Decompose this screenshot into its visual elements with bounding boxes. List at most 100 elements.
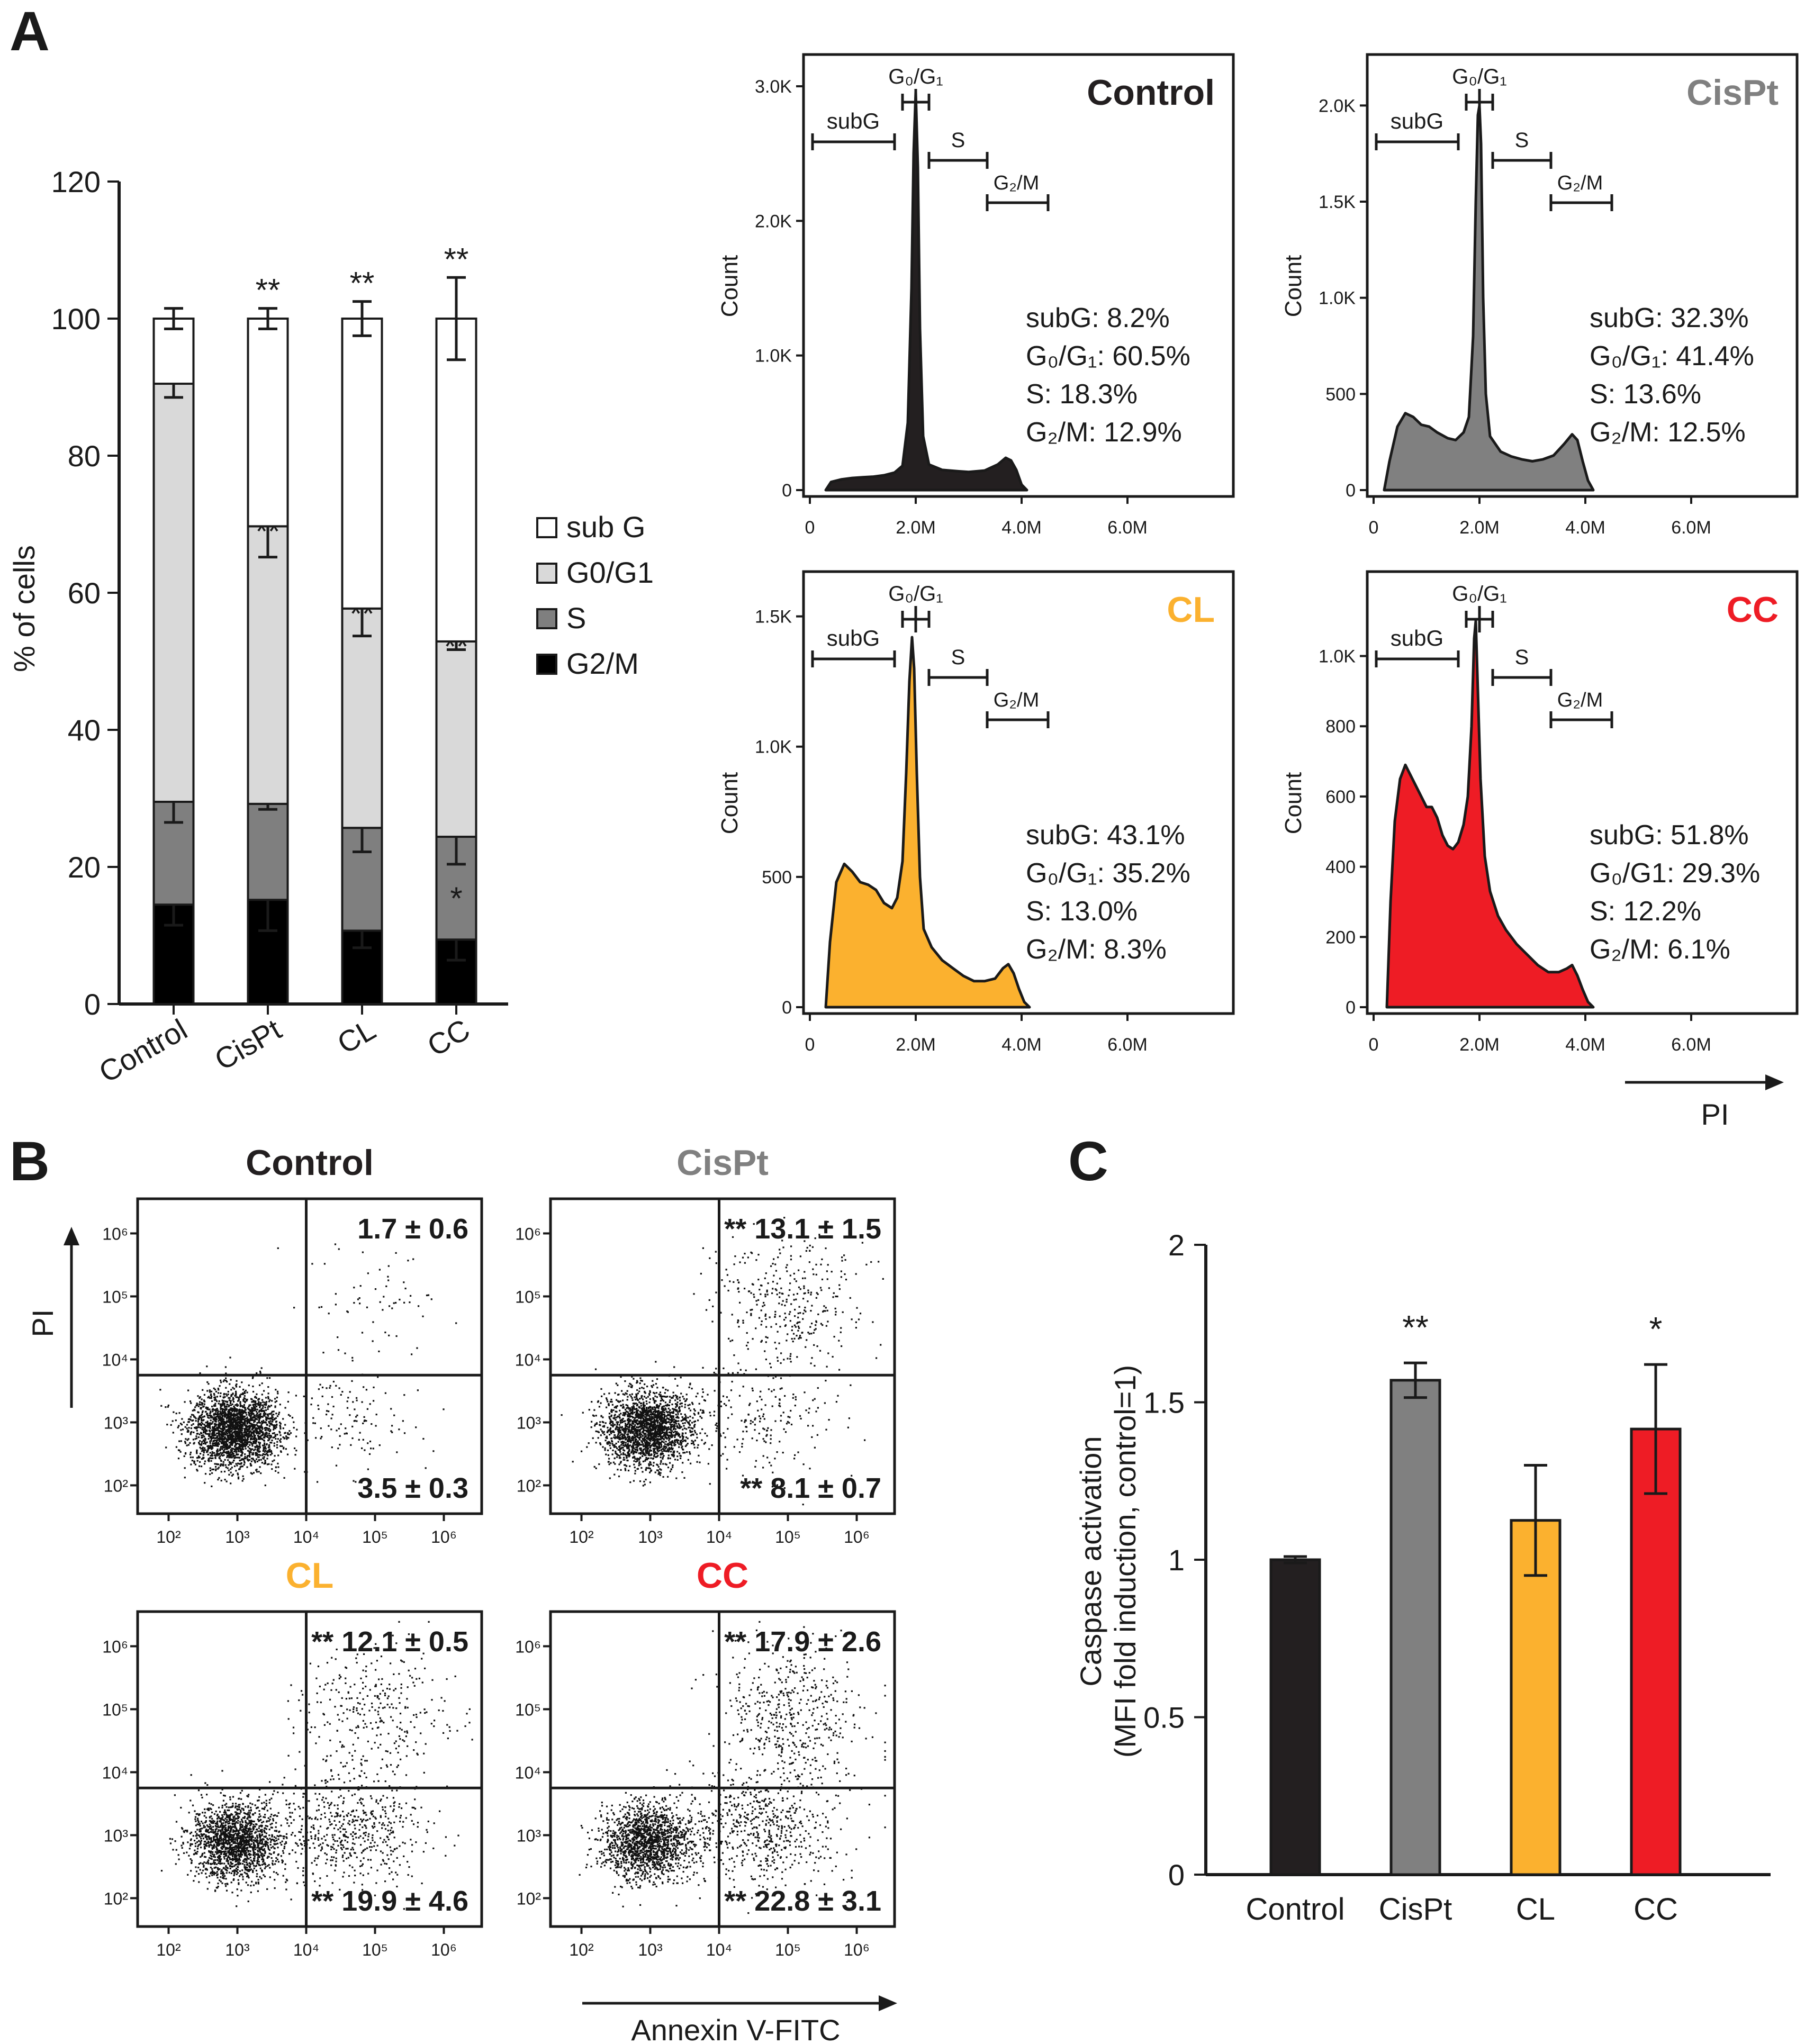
scatter-dot bbox=[237, 1396, 239, 1398]
scatter-dot bbox=[247, 1418, 249, 1421]
scatter-dot bbox=[812, 1399, 814, 1401]
scatter-dot bbox=[609, 1417, 611, 1419]
scatter-dot bbox=[702, 1412, 705, 1414]
scatter-dot bbox=[771, 1486, 773, 1488]
scatter-dot bbox=[644, 1414, 646, 1416]
scatter-dot bbox=[270, 1451, 273, 1453]
scatter-dot bbox=[684, 1406, 686, 1408]
scatter-dot bbox=[213, 1394, 215, 1396]
scatter-dot bbox=[202, 1429, 204, 1431]
scatter-dot bbox=[654, 1448, 656, 1450]
scatter-dot bbox=[166, 1424, 168, 1426]
gate-g2m-label: G₂/M bbox=[994, 172, 1040, 194]
annexin-axis-label: Annexin V-FITC bbox=[631, 2013, 840, 2044]
scatter-dot bbox=[632, 1444, 634, 1446]
scatter-dot bbox=[848, 1417, 850, 1419]
scatter-dot bbox=[208, 1414, 210, 1416]
scatter-dot bbox=[561, 1414, 563, 1416]
scatter-dot bbox=[797, 1329, 799, 1332]
scatter-dot bbox=[679, 1403, 681, 1405]
scatter-dot bbox=[612, 1425, 614, 1427]
scatter-dot bbox=[261, 1422, 264, 1424]
scatter-dot bbox=[263, 1390, 265, 1392]
scatter-dot bbox=[216, 1452, 218, 1454]
scatter-dot bbox=[226, 1381, 228, 1383]
scatter-dot bbox=[203, 1449, 205, 1451]
scatter-dot bbox=[332, 1380, 335, 1383]
histogram-ytick-label: 1.5K bbox=[755, 607, 792, 627]
scatter-dot bbox=[763, 1428, 765, 1431]
scatter-dot bbox=[214, 1457, 216, 1459]
scatter-dot bbox=[204, 1428, 206, 1431]
scatter-dot bbox=[659, 1395, 661, 1397]
scatter-dot bbox=[233, 1424, 235, 1426]
scatter-dot bbox=[607, 1443, 609, 1445]
scatter-dot bbox=[251, 1443, 254, 1445]
scatter-dot bbox=[648, 1418, 650, 1420]
scatter-dot bbox=[660, 1461, 662, 1463]
histogram-xtick-label: 0 bbox=[1369, 1035, 1379, 1055]
scatter-dot bbox=[183, 1455, 185, 1457]
scatter-dot bbox=[669, 1428, 671, 1430]
scatter-dot bbox=[226, 1395, 228, 1397]
scatter-dot bbox=[632, 1442, 635, 1444]
scatter-dot bbox=[236, 1434, 238, 1436]
scatter-dot bbox=[792, 1394, 795, 1396]
scatter-dot bbox=[367, 1272, 369, 1274]
scatter-dot bbox=[232, 1448, 234, 1450]
scatter-dot bbox=[655, 1436, 657, 1439]
scatter-dot bbox=[202, 1448, 204, 1450]
scatter-dot bbox=[625, 1425, 627, 1427]
scatter-dot bbox=[720, 1435, 722, 1437]
scatter-dot bbox=[648, 1439, 650, 1441]
scatter-dot bbox=[670, 1421, 672, 1423]
scatter-dot bbox=[635, 1398, 637, 1400]
scatter-dot bbox=[198, 1416, 201, 1418]
scatter-dot bbox=[652, 1380, 654, 1382]
scatter-dot bbox=[212, 1421, 214, 1423]
scatter-dot bbox=[219, 1435, 221, 1437]
scatter-dot bbox=[633, 1405, 635, 1407]
scatter-dot bbox=[746, 1332, 748, 1334]
scatter-dot bbox=[193, 1462, 195, 1464]
scatter-dot bbox=[201, 1466, 203, 1468]
scatter-dot bbox=[215, 1444, 218, 1446]
scatter-dot bbox=[624, 1394, 626, 1396]
scatter-dot bbox=[655, 1433, 657, 1435]
pi-scatter-axis-arrowhead bbox=[64, 1227, 79, 1245]
scatter-dot bbox=[279, 1441, 282, 1443]
scatter-dot bbox=[256, 1430, 258, 1432]
scatter-dot bbox=[706, 1435, 708, 1437]
scatter-dot bbox=[809, 1468, 811, 1470]
scatter-dot bbox=[700, 1409, 702, 1411]
scatter-dot bbox=[226, 1456, 228, 1458]
scatter-dot bbox=[239, 1445, 241, 1448]
scatter-dot bbox=[261, 1428, 264, 1430]
scatter-dot bbox=[335, 1464, 338, 1467]
scatter-dot bbox=[220, 1392, 222, 1394]
scatter-dot bbox=[268, 1406, 271, 1408]
scatter-dot bbox=[358, 1439, 360, 1441]
scatter-dot bbox=[194, 1427, 196, 1429]
scatter-dot bbox=[238, 1398, 240, 1400]
scatter-dot bbox=[265, 1413, 267, 1415]
scatter-dot bbox=[592, 1437, 594, 1439]
scatter-dot bbox=[255, 1397, 257, 1399]
scatter-dot bbox=[643, 1396, 646, 1398]
scatter-dot bbox=[273, 1424, 275, 1426]
scatter-dot bbox=[641, 1450, 643, 1452]
scatter-title: Control bbox=[246, 1143, 374, 1183]
scatter-dot bbox=[691, 1434, 693, 1436]
scatter-dot bbox=[258, 1450, 260, 1452]
scatter-dot bbox=[228, 1415, 230, 1417]
scatter-dot bbox=[649, 1423, 651, 1425]
scatter-dot bbox=[199, 1440, 201, 1442]
scatter-dot bbox=[660, 1469, 662, 1471]
scatter-dot bbox=[702, 1409, 704, 1412]
scatter-dot bbox=[795, 1396, 797, 1398]
scatter-dot bbox=[245, 1420, 247, 1422]
scatter-dot bbox=[667, 1454, 670, 1457]
scatter-dot bbox=[820, 1323, 822, 1325]
scatter-dot bbox=[683, 1418, 685, 1421]
scatter-dot bbox=[209, 1442, 211, 1444]
